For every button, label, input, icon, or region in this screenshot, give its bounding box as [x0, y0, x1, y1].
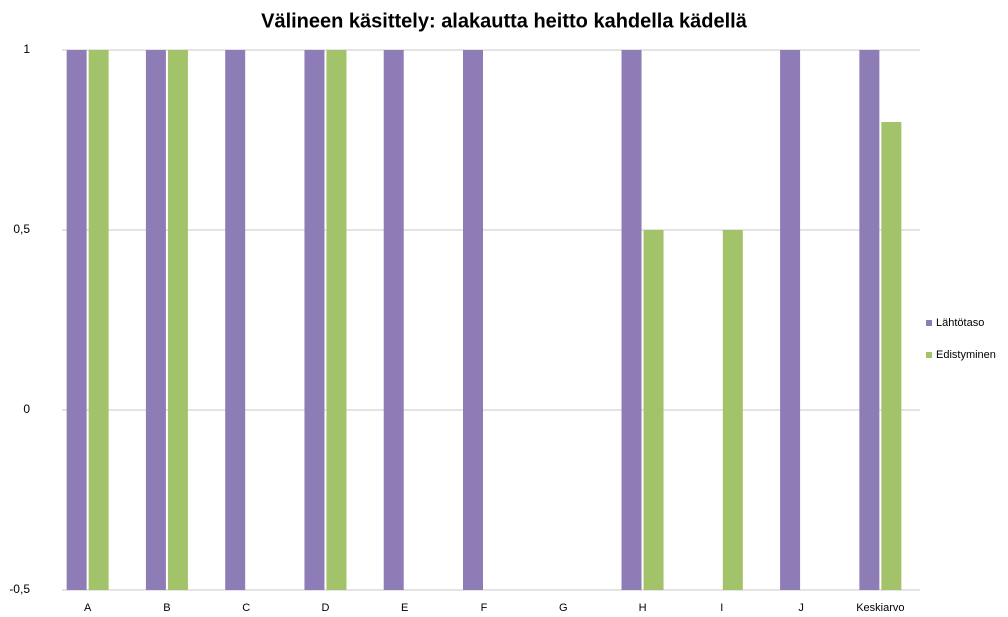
legend-label: Edistyminen [936, 349, 996, 361]
x-tick-label: F [481, 602, 488, 614]
chart-title: Välineen käsittely: alakautta heitto kah… [261, 10, 748, 32]
bar [643, 230, 664, 590]
bar [88, 50, 109, 590]
legend-swatch [926, 320, 932, 326]
x-tick-label: B [163, 602, 170, 614]
bar [722, 230, 743, 590]
bar [167, 50, 188, 590]
x-tick-label: H [639, 602, 647, 614]
y-tick-label: 0 [23, 402, 30, 416]
bar [383, 50, 404, 590]
bar [881, 122, 902, 590]
x-tick-label: Keskiarvo [856, 602, 904, 614]
bar [145, 50, 166, 590]
x-tick-label: E [401, 602, 408, 614]
y-tick-label: 0,5 [13, 222, 30, 236]
bar [326, 50, 347, 590]
bar [621, 50, 642, 590]
y-tick-label: -0,5 [9, 582, 30, 596]
x-tick-label: J [798, 602, 804, 614]
bar [225, 50, 246, 590]
bar [859, 50, 880, 590]
x-tick-label: G [559, 602, 568, 614]
y-tick-label: 1 [23, 42, 30, 56]
legend-label: Lähtötaso [936, 317, 984, 329]
x-tick-label: D [321, 602, 329, 614]
x-tick-label: C [242, 602, 250, 614]
bar [304, 50, 325, 590]
x-tick-label: I [720, 602, 723, 614]
x-tick-label: A [84, 602, 92, 614]
bar [463, 50, 483, 590]
bar [780, 50, 801, 590]
legend-swatch [926, 352, 932, 358]
bar [66, 50, 87, 590]
